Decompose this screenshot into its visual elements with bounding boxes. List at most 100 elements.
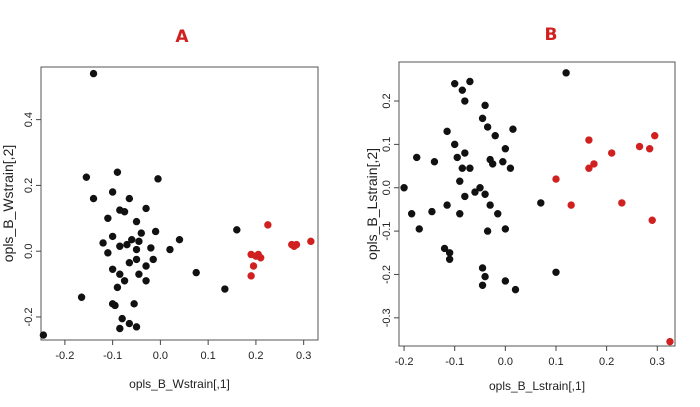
x-tick-label: 0.2 bbox=[599, 356, 614, 368]
data-point-black bbox=[142, 262, 150, 270]
data-point-black bbox=[461, 97, 469, 105]
data-point-black bbox=[233, 226, 241, 234]
data-point-black bbox=[82, 173, 91, 181]
y-tick-label: 0.4 bbox=[23, 112, 35, 127]
data-point-black bbox=[116, 242, 124, 250]
data-point-black bbox=[445, 249, 454, 257]
x-axis-label: opls_B_Lstrain[,1] bbox=[489, 379, 585, 393]
data-point-black bbox=[443, 127, 451, 136]
data-point-black bbox=[471, 188, 479, 196]
data-point-black bbox=[137, 229, 145, 237]
y-axis-label: opls_B_Lstrain[,2] bbox=[364, 148, 380, 260]
y-tick-label: 0.0 bbox=[23, 244, 35, 259]
data-point-black bbox=[120, 208, 129, 216]
data-point-black bbox=[451, 79, 459, 88]
data-point-black bbox=[99, 239, 107, 247]
data-point-red bbox=[552, 175, 560, 183]
data-point-black bbox=[104, 249, 112, 257]
data-point-black bbox=[501, 225, 510, 233]
data-point-black bbox=[440, 244, 449, 253]
y-tick-label: -0.2 bbox=[23, 307, 35, 326]
data-point-red bbox=[247, 272, 255, 280]
data-point-black bbox=[428, 207, 436, 216]
x-tick-label: 0.1 bbox=[201, 350, 216, 362]
data-point-black bbox=[552, 268, 560, 276]
data-point-black bbox=[154, 175, 162, 183]
data-point-black bbox=[135, 270, 143, 278]
data-point-red bbox=[585, 136, 593, 144]
data-point-black bbox=[132, 323, 141, 331]
x-tick-label: -0.2 bbox=[55, 350, 74, 362]
x-tick-label: 0.1 bbox=[548, 356, 563, 368]
data-point-black bbox=[89, 69, 98, 78]
data-point-black bbox=[415, 225, 423, 233]
data-point-black bbox=[483, 123, 492, 131]
data-point-black bbox=[113, 283, 122, 292]
x-tick-label: 0.0 bbox=[498, 356, 513, 368]
data-point-black bbox=[481, 190, 489, 198]
data-point-black bbox=[125, 259, 134, 267]
data-point-black bbox=[221, 285, 229, 293]
data-point-black bbox=[461, 192, 469, 201]
y-tick-label: 0.0 bbox=[381, 180, 393, 195]
data-point-black bbox=[476, 184, 484, 192]
data-point-black bbox=[135, 237, 143, 246]
data-point-black bbox=[120, 277, 129, 285]
y-tick-label: 0.1 bbox=[381, 137, 393, 152]
y-tick-label: 0.2 bbox=[23, 178, 35, 193]
data-point-red bbox=[635, 142, 644, 151]
data-point-black bbox=[407, 210, 416, 218]
data-point-black bbox=[458, 86, 467, 94]
data-point-black bbox=[466, 164, 474, 172]
data-point-black bbox=[461, 149, 469, 157]
y-tick-label: -0.3 bbox=[381, 308, 393, 327]
data-point-black bbox=[537, 199, 545, 207]
data-point-red bbox=[249, 262, 258, 270]
data-point-red bbox=[585, 164, 593, 172]
data-point-black bbox=[132, 255, 141, 264]
x-tick-label: -0.1 bbox=[445, 356, 464, 368]
data-point-black bbox=[481, 272, 489, 281]
data-point-black bbox=[77, 293, 86, 301]
data-point-black bbox=[478, 114, 487, 123]
data-point-black bbox=[175, 235, 184, 244]
y-tick-label: -0.2 bbox=[381, 265, 393, 284]
data-point-black bbox=[483, 227, 492, 235]
data-point-black bbox=[466, 77, 474, 86]
data-point-black bbox=[132, 245, 141, 254]
data-point-black bbox=[104, 214, 112, 223]
data-point-black bbox=[108, 265, 117, 273]
data-point-black bbox=[445, 255, 454, 263]
plot-frame bbox=[40, 66, 319, 341]
x-tick-label: 0.0 bbox=[153, 350, 168, 362]
data-point-black bbox=[116, 324, 124, 333]
data-point-red bbox=[645, 145, 654, 153]
data-point-black bbox=[430, 158, 439, 166]
x-axis-label: opls_B_Wstrain[,1] bbox=[129, 377, 230, 391]
data-point-black bbox=[166, 245, 174, 254]
x-tick-label: 0.3 bbox=[296, 350, 311, 362]
x-tick-label: 0.2 bbox=[248, 350, 263, 362]
data-point-black bbox=[39, 331, 48, 339]
data-point-black bbox=[456, 177, 464, 185]
data-point-black bbox=[108, 188, 117, 196]
data-point-red bbox=[648, 216, 656, 224]
data-point-black bbox=[491, 132, 499, 140]
data-point-black bbox=[486, 201, 494, 209]
data-point-black bbox=[116, 270, 124, 278]
data-point-black bbox=[413, 153, 421, 162]
data-point-black bbox=[123, 240, 131, 249]
data-point-red bbox=[307, 237, 315, 246]
panel-label: B bbox=[545, 25, 558, 45]
data-point-black bbox=[453, 153, 461, 162]
data-point-black bbox=[501, 277, 510, 285]
panel-label: A bbox=[175, 27, 189, 47]
data-point-black bbox=[456, 210, 464, 218]
data-point-black bbox=[192, 268, 200, 277]
data-point-black bbox=[128, 235, 136, 244]
x-tick-label: -0.2 bbox=[395, 356, 414, 368]
data-point-black bbox=[118, 314, 126, 323]
data-point-black bbox=[113, 168, 122, 176]
